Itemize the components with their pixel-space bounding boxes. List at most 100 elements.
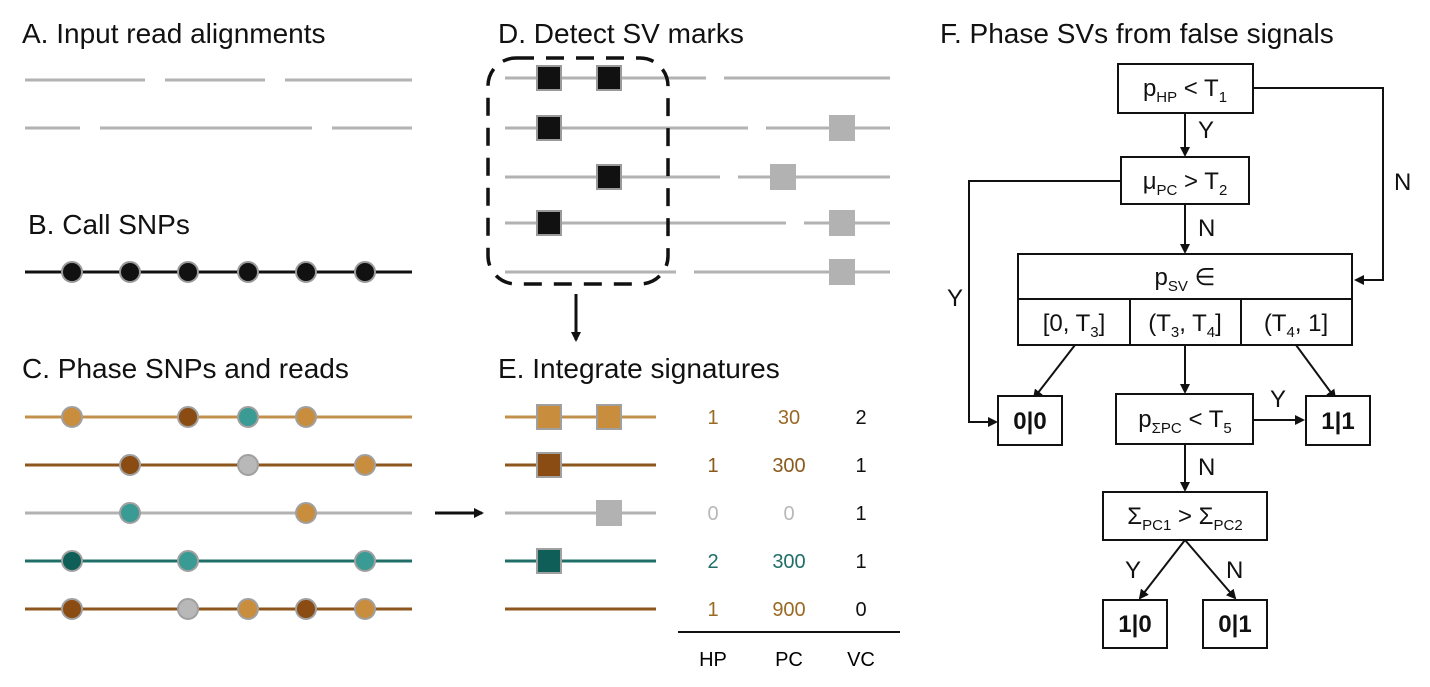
sv-mark <box>596 500 622 526</box>
panel-e-title: E. Integrate signatures <box>498 353 780 384</box>
panel-d-title: D. Detect SV marks <box>498 18 744 49</box>
interval-high: (T4, 1] <box>1264 310 1328 341</box>
decision-node-hp-label: pHP < T1 <box>1143 75 1227 106</box>
snp-dot <box>354 550 376 572</box>
col-header-vc: VC <box>847 649 875 671</box>
dashed-cluster-box <box>486 56 670 286</box>
table-cell-hp: 1 <box>707 407 718 429</box>
table-cell-vc: 2 <box>855 407 866 429</box>
edge-label-n: N <box>1226 557 1243 584</box>
edge-n1-right <box>1253 87 1384 285</box>
table-cell-pc: 300 <box>772 455 805 477</box>
snp-dot <box>295 502 317 524</box>
snp-dot <box>61 598 83 620</box>
sv-mark <box>829 210 855 236</box>
sv-mark <box>596 164 622 190</box>
snp-dot <box>237 261 259 283</box>
snp-dot <box>237 598 259 620</box>
panel-e-signatures <box>505 404 656 611</box>
panel-a-title: A. Input read alignments <box>22 18 326 49</box>
decision-node-hp <box>1117 63 1254 114</box>
snp-dot <box>354 598 376 620</box>
edge-n5-10 <box>1138 539 1186 600</box>
decision-node-pc <box>1120 156 1250 205</box>
sv-mark <box>536 210 562 236</box>
signature-table: 1 30 2 1 300 1 0 0 1 2 300 1 1 900 0 <box>707 407 866 621</box>
edge-n5-01 <box>1184 539 1237 600</box>
snp-dot <box>237 454 259 476</box>
table-cell-pc: 900 <box>772 599 805 621</box>
decision-node-pc-label: μPC > T2 <box>1143 168 1228 199</box>
genotype-0-0 <box>997 395 1063 446</box>
snp-dot <box>295 261 317 283</box>
panel-d-marks <box>536 65 855 285</box>
snp-dot <box>177 406 199 428</box>
panel-c-reads <box>25 406 412 620</box>
edge-label-n: N <box>1394 169 1411 196</box>
genotype-0-1-label: 0|1 <box>1218 611 1251 638</box>
sv-mark <box>536 548 562 574</box>
table-cell-hp: 1 <box>707 599 718 621</box>
snp-dot <box>295 406 317 428</box>
snp-dot <box>61 406 83 428</box>
edge-label-y: Y <box>1270 386 1286 413</box>
edge-c3-11 <box>1295 344 1337 400</box>
edge-label-y: Y <box>947 285 963 312</box>
col-header-hp: HP <box>699 649 727 671</box>
panel-b-snps <box>25 261 412 283</box>
interval-low: [0, T3] <box>1043 310 1106 341</box>
interval-mid: (T3, T4] <box>1148 310 1222 341</box>
table-cell-pc: 0 <box>783 503 794 525</box>
sv-mark <box>596 404 622 430</box>
panel-a-reads <box>25 78 412 130</box>
snp-dot <box>119 261 141 283</box>
sv-mark <box>536 115 562 141</box>
sv-mark <box>829 115 855 141</box>
snp-dot <box>177 598 199 620</box>
snp-dot <box>354 454 376 476</box>
table-cell-vc: 1 <box>855 455 866 477</box>
sv-mark <box>829 259 855 285</box>
edge-c1-00 <box>1032 344 1076 400</box>
snp-dot <box>354 261 376 283</box>
snp-dot <box>295 598 317 620</box>
table-cell-vc: 1 <box>855 503 866 525</box>
snp-dot <box>177 261 199 283</box>
panel-b-title: B. Call SNPs <box>28 209 190 240</box>
sv-mark <box>536 452 562 478</box>
col-header-pc: PC <box>775 649 803 671</box>
edge-n2-left <box>968 180 1121 427</box>
sv-mark <box>770 164 796 190</box>
genotype-1-0 <box>1102 599 1168 649</box>
edge-label-n: N <box>1198 454 1215 481</box>
decision-node-compare <box>1102 491 1268 541</box>
decision-node-sv-label: pSV ∈ <box>1155 264 1216 295</box>
table-cell-hp: 0 <box>707 503 718 525</box>
snp-dot <box>177 550 199 572</box>
table-cell-hp: 2 <box>707 551 718 573</box>
table-cell-vc: 0 <box>855 599 866 621</box>
genotype-1-1-label: 1|1 <box>1321 408 1354 435</box>
snp-dot <box>237 406 259 428</box>
genotype-1-0-label: 1|0 <box>1118 611 1151 638</box>
sv-mark <box>596 65 622 91</box>
snp-dot <box>119 454 141 476</box>
snp-dot <box>119 502 141 524</box>
table-cell-hp: 1 <box>707 455 718 477</box>
decision-node-sigma-pc <box>1115 393 1254 445</box>
table-cell-vc: 1 <box>855 551 866 573</box>
edge-label-y: Y <box>1125 557 1141 584</box>
edge-label-n: N <box>1198 215 1215 242</box>
genotype-0-0-label: 0|0 <box>1013 408 1046 435</box>
panel-f-title: F. Phase SVs from false signals <box>940 18 1334 49</box>
genotype-1-1 <box>1305 395 1371 446</box>
panel-d-reads <box>505 76 890 274</box>
snp-dot <box>61 261 83 283</box>
sv-mark <box>536 404 562 430</box>
edge-label-y: Y <box>1198 117 1214 144</box>
sv-mark <box>536 65 562 91</box>
genotype-0-1 <box>1202 599 1268 649</box>
decision-node-compare-label: ΣPC1 > ΣPC2 <box>1127 503 1242 534</box>
decision-node-sigma-pc-label: pΣPC < T5 <box>1138 406 1231 437</box>
